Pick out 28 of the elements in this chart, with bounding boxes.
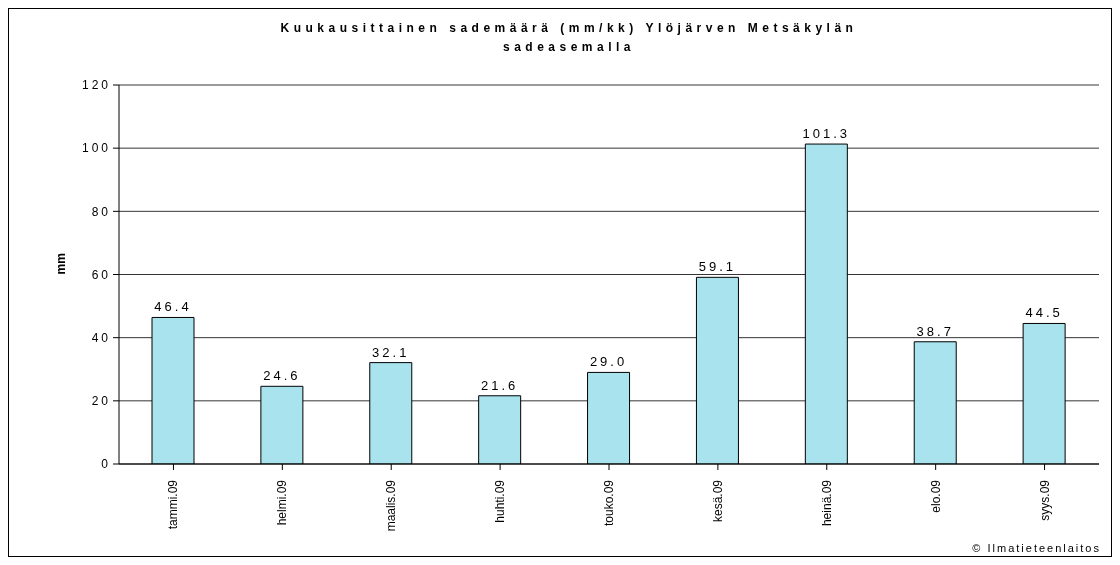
x-tick-label: maalis.09 [384,479,399,532]
data-label: 21.6 [481,377,519,393]
y-tick-label: 120 [81,78,111,93]
x-tick-label: touko.09 [602,479,616,527]
data-label: 101.3 [802,126,851,142]
x-tick-label: heinä.09 [819,479,834,527]
x-tick-label: syys.09 [1037,479,1052,521]
y-tick-label: 80 [91,204,111,219]
data-label: 29.0 [589,354,628,370]
y-tick-label: 40 [91,330,111,345]
x-tick-label: huhti.09 [493,479,508,523]
data-label: 38.7 [916,323,954,339]
data-label: 24.6 [263,368,301,384]
y-tick-label: 0 [101,457,111,472]
data-label: 32.1 [372,344,410,360]
x-tick-label: tammi.09 [166,479,181,530]
x-tick-label: kesä.09 [710,479,725,523]
x-tick-label: helmi.09 [275,479,290,526]
y-axis-title: mm [54,253,69,275]
x-tick-label: elo.09 [928,479,943,513]
y-tick-label: 60 [91,267,111,282]
chart-title: Kuukausittainen sademäärä (mm/kk) Ylöjärven Metsäkylän sadeasemalla [279,20,859,56]
data-label: 44.5 [1025,305,1063,321]
data-label: 46.4 [154,299,192,315]
data-label: 59.1 [698,259,737,275]
y-tick-label: 20 [91,394,111,409]
text: © Ilmatieteenlaitos [972,542,1101,554]
y-tick-label: 100 [81,141,111,156]
